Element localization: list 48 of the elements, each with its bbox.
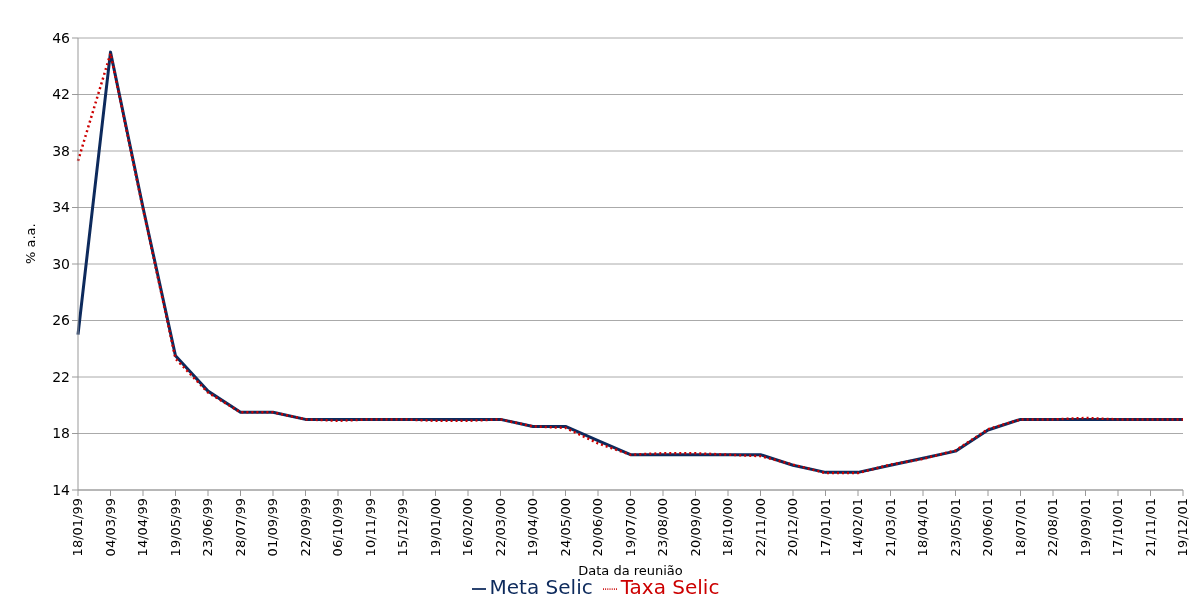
x-tick-label: 20/12/00 xyxy=(785,498,801,557)
x-tick-label: 17/01/01 xyxy=(817,498,833,557)
x-tick-label: 21/11/01 xyxy=(1142,498,1158,557)
y-tick-label: 46 xyxy=(52,29,71,46)
x-tick-label: 24/05/00 xyxy=(557,498,573,557)
x-tick-label: 19/09/01 xyxy=(1077,498,1093,557)
y-tick-label: 38 xyxy=(52,142,70,159)
y-tick-label: 34 xyxy=(52,199,71,216)
x-tick-label: 18/01/99 xyxy=(70,498,86,557)
x-tick-label: 20/06/00 xyxy=(590,498,606,557)
x-tick-label: 23/06/99 xyxy=(200,498,216,557)
y-tick-label: 18 xyxy=(52,425,70,442)
x-tick-label: 18/04/01 xyxy=(915,498,931,557)
y-tick-label: 26 xyxy=(52,312,71,329)
x-tick-label: 17/10/01 xyxy=(1110,498,1126,557)
x-tick-label: 10/11/99 xyxy=(362,498,378,557)
y-tick-label: 42 xyxy=(52,86,70,103)
x-tick-label: 06/10/99 xyxy=(330,498,346,557)
x-tick-label: 22/08/01 xyxy=(1045,498,1061,557)
x-tick-label: 23/05/01 xyxy=(947,498,963,557)
x-tick-label: 20/06/01 xyxy=(980,498,996,557)
x-tick-label: 01/09/99 xyxy=(265,498,281,557)
x-tick-label: 23/08/00 xyxy=(655,498,671,557)
x-tick-label: 19/01/00 xyxy=(427,498,443,557)
x-tick-label: 15/12/99 xyxy=(395,498,411,557)
x-tick-label: 04/03/99 xyxy=(102,498,118,557)
x-tick-label: 14/04/99 xyxy=(135,498,151,557)
x-tick-label: 18/07/01 xyxy=(1012,498,1028,557)
y-tick-label: 14 xyxy=(52,481,71,498)
x-tick-label: 22/11/00 xyxy=(752,498,768,557)
x-tick-label: 19/12/01 xyxy=(1175,498,1191,557)
x-tick-label: 20/09/00 xyxy=(687,498,703,557)
x-tick-label: 21/03/01 xyxy=(882,498,898,557)
x-tick-label: 16/02/00 xyxy=(460,498,476,557)
x-tick-label: 14/02/01 xyxy=(850,498,866,557)
x-tick-label: 19/07/00 xyxy=(622,498,638,557)
x-axis-title: Data da reunião xyxy=(578,563,683,578)
x-tick-label: 22/09/99 xyxy=(297,498,313,557)
y-tick-label: 30 xyxy=(52,255,70,272)
x-tick-label: 19/05/99 xyxy=(167,498,183,557)
y-axis-title: % a.a. xyxy=(22,223,38,264)
legend-label: Taxa Selic xyxy=(620,575,720,599)
y-tick-label: 22 xyxy=(52,368,70,385)
x-tick-label: 18/10/00 xyxy=(720,498,736,557)
x-tick-label: 19/04/00 xyxy=(525,498,541,557)
legend-label: Meta Selic xyxy=(489,575,593,599)
x-tick-label: 28/07/99 xyxy=(232,498,248,557)
x-tick-label: 22/03/00 xyxy=(492,498,508,557)
